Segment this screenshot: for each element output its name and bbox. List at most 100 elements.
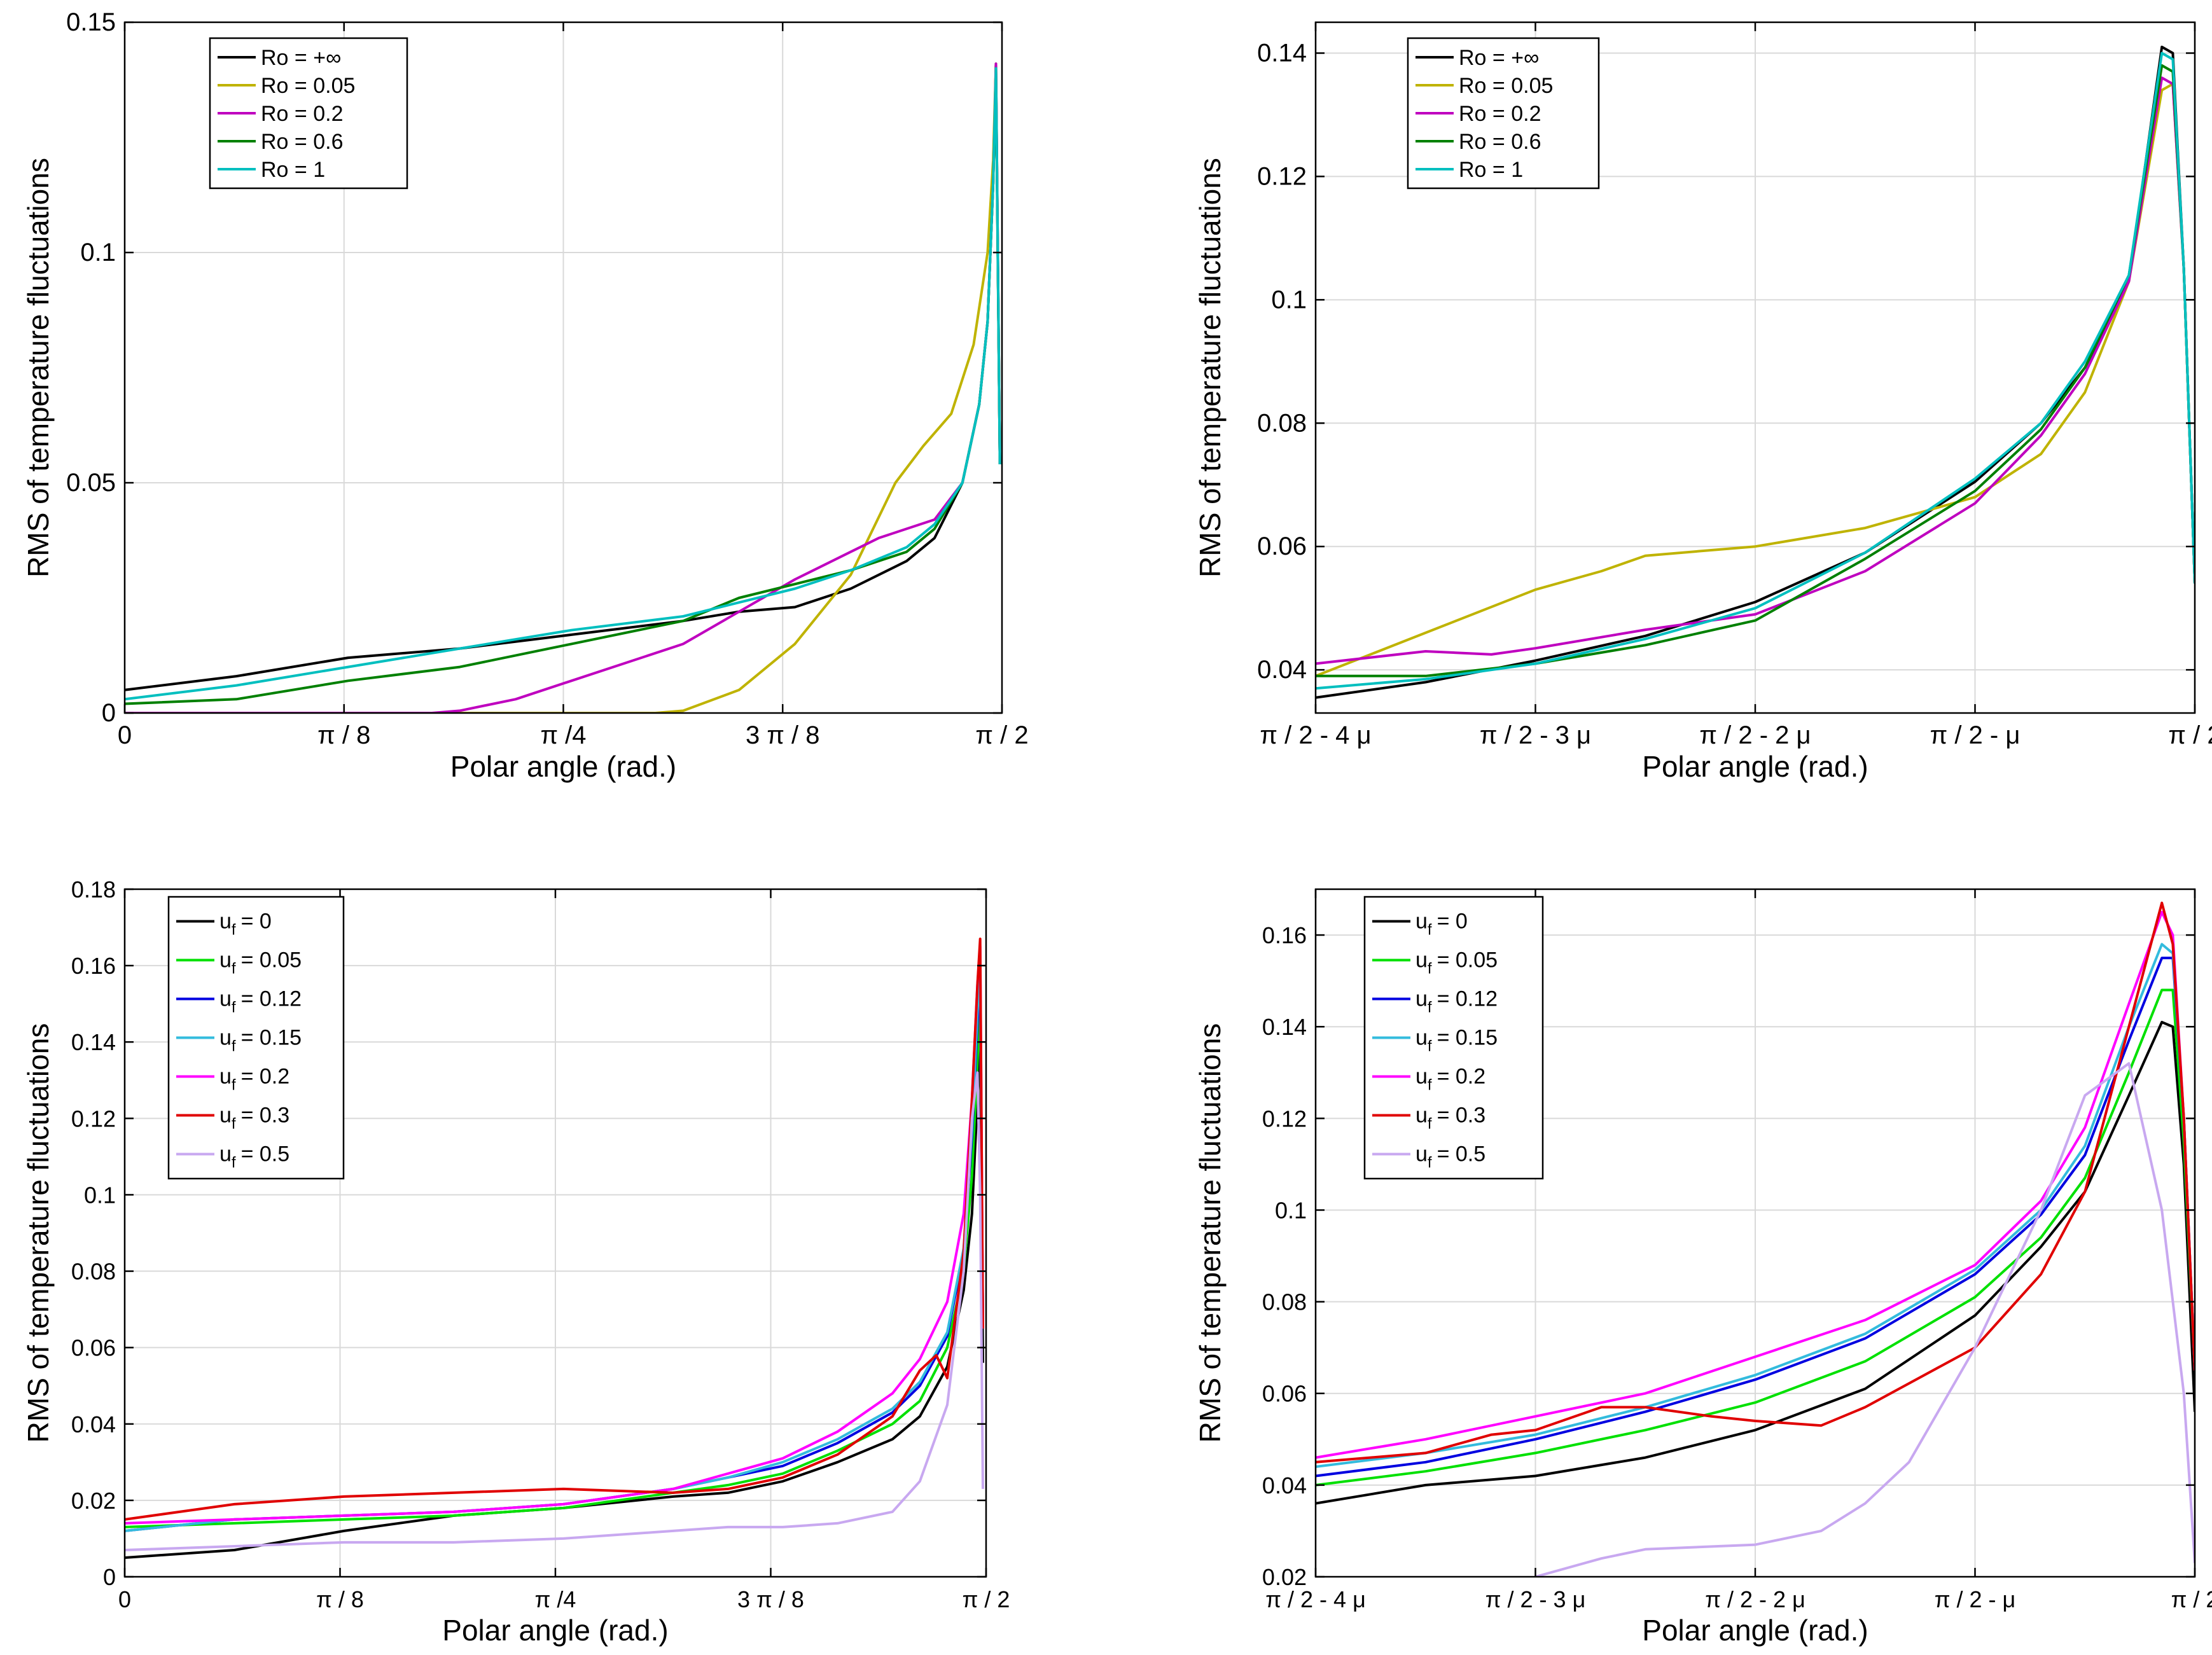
x-tick-label: 3 π / 8 bbox=[737, 1586, 804, 1612]
series-line-1 bbox=[1316, 83, 2195, 677]
legend-entry: Ro = 1 bbox=[1459, 158, 1523, 182]
x-tick-label: π / 2 - 2 μ bbox=[1699, 721, 1811, 749]
series-group bbox=[1316, 45, 2195, 699]
x-axis-label: Polar angle (rad.) bbox=[450, 750, 676, 783]
series-line-1 bbox=[125, 1006, 984, 1528]
y-tick-label: 0.02 bbox=[1262, 1564, 1307, 1590]
y-tick-label: 0.06 bbox=[1257, 532, 1307, 560]
legend-entry: Ro = +∞ bbox=[261, 46, 341, 70]
y-tick-label: 0.04 bbox=[1262, 1472, 1307, 1499]
legend-entry: Ro = 0.05 bbox=[1459, 74, 1553, 98]
y-axis-label: RMS of temperature fluctuations bbox=[1193, 158, 1227, 578]
y-tick-label: 0.1 bbox=[84, 1182, 116, 1208]
chart-br: π / 2 - 4 μ π / 2 - 3 μ π / 2 - 2 μ π / 2 -… bbox=[1193, 888, 2212, 1647]
legend-entry: Ro = 0.05 bbox=[261, 74, 355, 98]
y-tick-label: 0.08 bbox=[1257, 409, 1307, 437]
x-tick-label: π / 2 - 4 μ bbox=[1260, 721, 1371, 749]
y-axis-label: RMS of temperature fluctuations bbox=[22, 1023, 55, 1443]
x-tick-label: π /4 bbox=[535, 1586, 576, 1612]
x-tick-label: π / 8 bbox=[316, 1586, 364, 1612]
legend-entry: uf = 0.12 bbox=[219, 987, 302, 1016]
series-line-4 bbox=[1316, 52, 2195, 690]
series-line-4 bbox=[125, 67, 1001, 701]
x-tick-label: 0 bbox=[118, 721, 132, 749]
legend-entry: uf = 0.15 bbox=[219, 1026, 302, 1055]
x-tick-label: π / 8 bbox=[317, 721, 370, 749]
series-line-0 bbox=[125, 1037, 984, 1559]
legend: Ro = +∞ Ro = 0.05 Ro = 0.2 Ro = 0.6 Ro = 1 bbox=[1407, 37, 1600, 190]
y-tick-label: 0.12 bbox=[1257, 162, 1307, 190]
series-group bbox=[1316, 901, 2195, 1577]
x-tick-label: π / 2 - 2 μ bbox=[1705, 1586, 1805, 1612]
chart-tr: π / 2 - 4 μ π / 2 - 3 μ π / 2 - 2 μ π / 2 -… bbox=[1193, 21, 2212, 783]
y-tick-label: 0.14 bbox=[71, 1029, 116, 1055]
legend-entry: Ro = 0.2 bbox=[1459, 102, 1541, 126]
x-tick-label: π / 2 bbox=[975, 721, 1028, 749]
x-tick-label: 3 π / 8 bbox=[746, 721, 820, 749]
y-tick-label: 0.14 bbox=[1257, 39, 1307, 67]
x-axis-label: Polar angle (rad.) bbox=[1642, 750, 1868, 783]
y-tick-label: 0.1 bbox=[1275, 1197, 1307, 1223]
y-tick-label: 0 bbox=[103, 1564, 116, 1590]
y-tick-label: 0.06 bbox=[1262, 1381, 1307, 1407]
legend-entry: uf = 0.3 bbox=[219, 1104, 289, 1133]
legend-entry: uf = 0.5 bbox=[1416, 1142, 1485, 1172]
y-tick-label: 0.1 bbox=[1271, 286, 1307, 314]
y-tick-label: 0.12 bbox=[1262, 1105, 1307, 1132]
series-line-3 bbox=[1316, 943, 2195, 1468]
legend: Ro = +∞ Ro = 0.05 Ro = 0.2 Ro = 0.6 Ro = 1 bbox=[209, 37, 408, 190]
y-tick-label: 0.02 bbox=[71, 1488, 116, 1514]
y-tick-label: 0.14 bbox=[1262, 1014, 1307, 1040]
y-tick-label: 0.06 bbox=[71, 1335, 116, 1361]
y-tick-label: 0.08 bbox=[71, 1259, 116, 1285]
y-tick-label: 0 bbox=[102, 699, 116, 727]
y-tick-label: 0.16 bbox=[1262, 922, 1307, 948]
legend-entry: uf = 0.3 bbox=[1416, 1104, 1485, 1133]
legend-entry: Ro = 0.6 bbox=[1459, 130, 1541, 154]
y-tick-label: 0.04 bbox=[71, 1411, 116, 1437]
legend-entry: Ro = +∞ bbox=[1459, 46, 1539, 70]
y-tick-label: 0.1 bbox=[80, 239, 116, 267]
series-group bbox=[125, 938, 984, 1559]
series-line-5 bbox=[1316, 901, 2195, 1464]
x-tick-label: π / 2 - μ bbox=[1930, 721, 2021, 749]
y-tick-label: 0.12 bbox=[71, 1105, 116, 1132]
series-line-2 bbox=[1316, 76, 2195, 665]
legend-entry: uf = 0 bbox=[219, 910, 272, 939]
y-tick-label: 0.04 bbox=[1257, 656, 1307, 684]
chart-tl: 0 π / 8 π /4 3 π / 8 π / 2 0 0.05 0.1 0.15 Polar … bbox=[22, 8, 1029, 783]
x-tick-label: π /4 bbox=[540, 721, 586, 749]
x-tick-label: π / 2 bbox=[963, 1586, 1010, 1612]
series-line-6 bbox=[1534, 1062, 2195, 1577]
y-axis-label: RMS of temperature fluctuations bbox=[1193, 1023, 1227, 1443]
legend: uf = 0 uf = 0.05 uf = 0.12 uf = 0.15 uf = 0.2 uf = … bbox=[1363, 896, 1544, 1180]
legend-entry: Ro = 0.2 bbox=[261, 102, 343, 126]
x-tick-label: π / 2 - μ bbox=[1935, 1586, 2016, 1612]
x-axis-label: Polar angle (rad.) bbox=[1642, 1614, 1868, 1647]
y-axis-label: RMS of temperature fluctuations bbox=[22, 158, 55, 578]
x-tick-label: 0 bbox=[118, 1586, 131, 1612]
series-line-1 bbox=[1316, 988, 2195, 1486]
legend-entry: uf = 0 bbox=[1416, 910, 1468, 939]
legend-entry: uf = 0.05 bbox=[1416, 948, 1498, 978]
legend-entry: Ro = 0.6 bbox=[261, 130, 343, 154]
legend-entry: uf = 0.5 bbox=[219, 1142, 289, 1172]
x-tick-label: π / 2 - 3 μ bbox=[1485, 1586, 1586, 1612]
legend-entry: uf = 0.2 bbox=[1416, 1065, 1485, 1094]
legend-box bbox=[1363, 896, 1544, 1180]
y-tick-label: 0.08 bbox=[1262, 1289, 1307, 1315]
series-line-6 bbox=[125, 1071, 984, 1551]
x-axis-label: Polar angle (rad.) bbox=[442, 1614, 668, 1647]
legend-entry: uf = 0.05 bbox=[219, 948, 302, 978]
y-tick-label: 0.16 bbox=[71, 953, 116, 979]
legend-entry: uf = 0.2 bbox=[219, 1065, 289, 1094]
y-tick-label: 0.18 bbox=[71, 876, 116, 903]
y-tick-label: 0.15 bbox=[66, 8, 116, 36]
chart-bl: 0 π / 8 π /4 3 π / 8 π / 2 0 0.02 0.04 0.06 0.08 0… bbox=[22, 876, 1010, 1647]
legend: uf = 0 uf = 0.05 uf = 0.12 uf = 0.15 uf = 0.2 uf = … bbox=[167, 896, 345, 1180]
legend-entry: uf = 0.15 bbox=[1416, 1026, 1498, 1055]
legend-entry: uf = 0.12 bbox=[1416, 987, 1498, 1016]
x-tick-label: π / 2 bbox=[2171, 1586, 2212, 1612]
series-line-4 bbox=[1316, 911, 2195, 1459]
